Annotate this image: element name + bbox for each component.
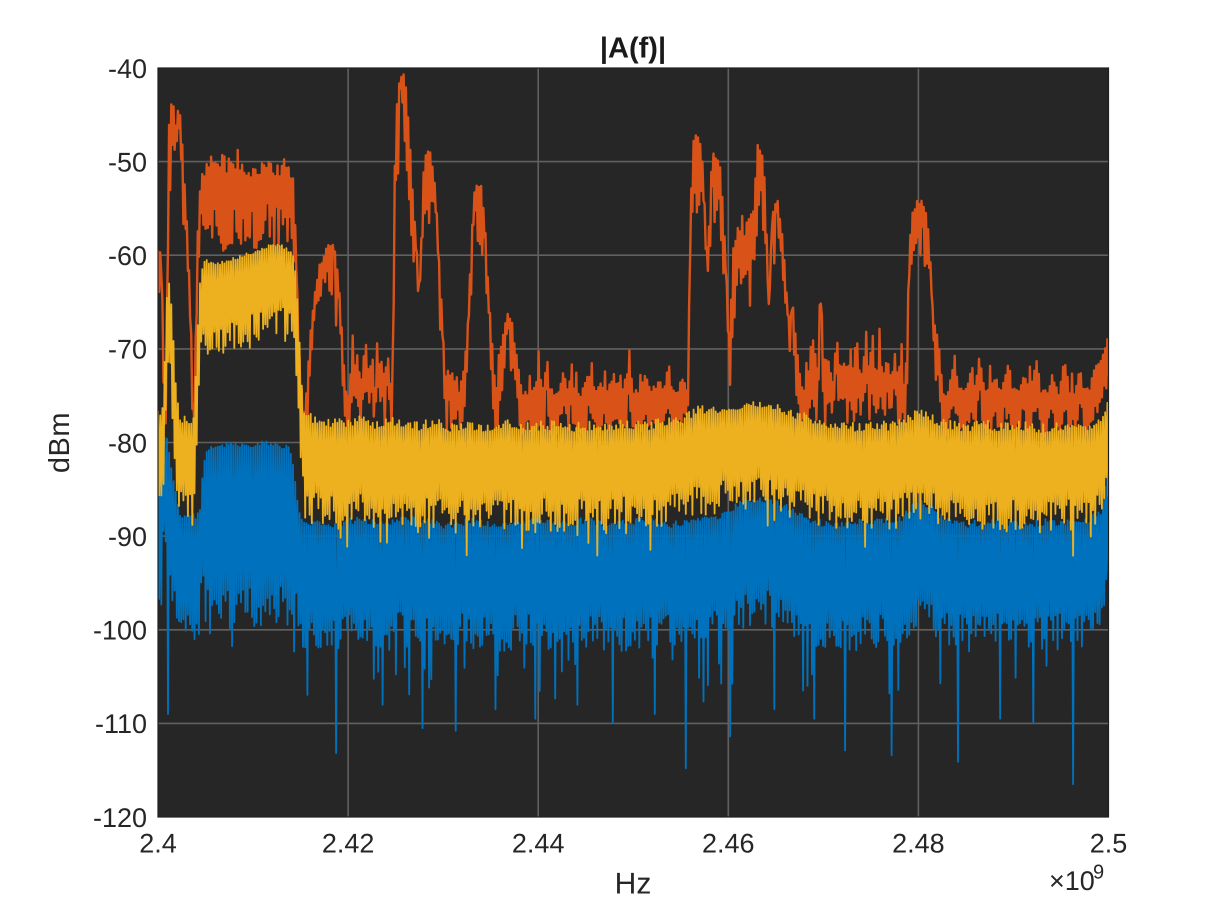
svg-text:2.4: 2.4 — [139, 829, 177, 859]
svg-text:-80: -80 — [108, 428, 147, 458]
svg-text:×10: ×10 — [1049, 866, 1095, 896]
svg-text:-40: -40 — [108, 54, 147, 84]
svg-text:-60: -60 — [108, 241, 147, 271]
svg-text:-120: -120 — [93, 803, 147, 833]
svg-text:-100: -100 — [93, 616, 147, 646]
svg-text:-90: -90 — [108, 522, 147, 552]
svg-text:-110: -110 — [95, 709, 147, 739]
svg-text:2.46: 2.46 — [702, 829, 755, 859]
svg-text:Hz: Hz — [615, 868, 652, 901]
svg-text:-50: -50 — [108, 147, 147, 177]
svg-text:2.48: 2.48 — [892, 829, 945, 859]
svg-text:2.44: 2.44 — [512, 829, 565, 859]
svg-text:9: 9 — [1093, 862, 1104, 884]
svg-text:2.42: 2.42 — [322, 829, 375, 859]
svg-text:2.5: 2.5 — [1090, 829, 1128, 859]
svg-text:dBm: dBm — [44, 412, 76, 473]
svg-text:-70: -70 — [108, 335, 147, 365]
svg-text:|A(f)|: |A(f)| — [600, 33, 666, 65]
